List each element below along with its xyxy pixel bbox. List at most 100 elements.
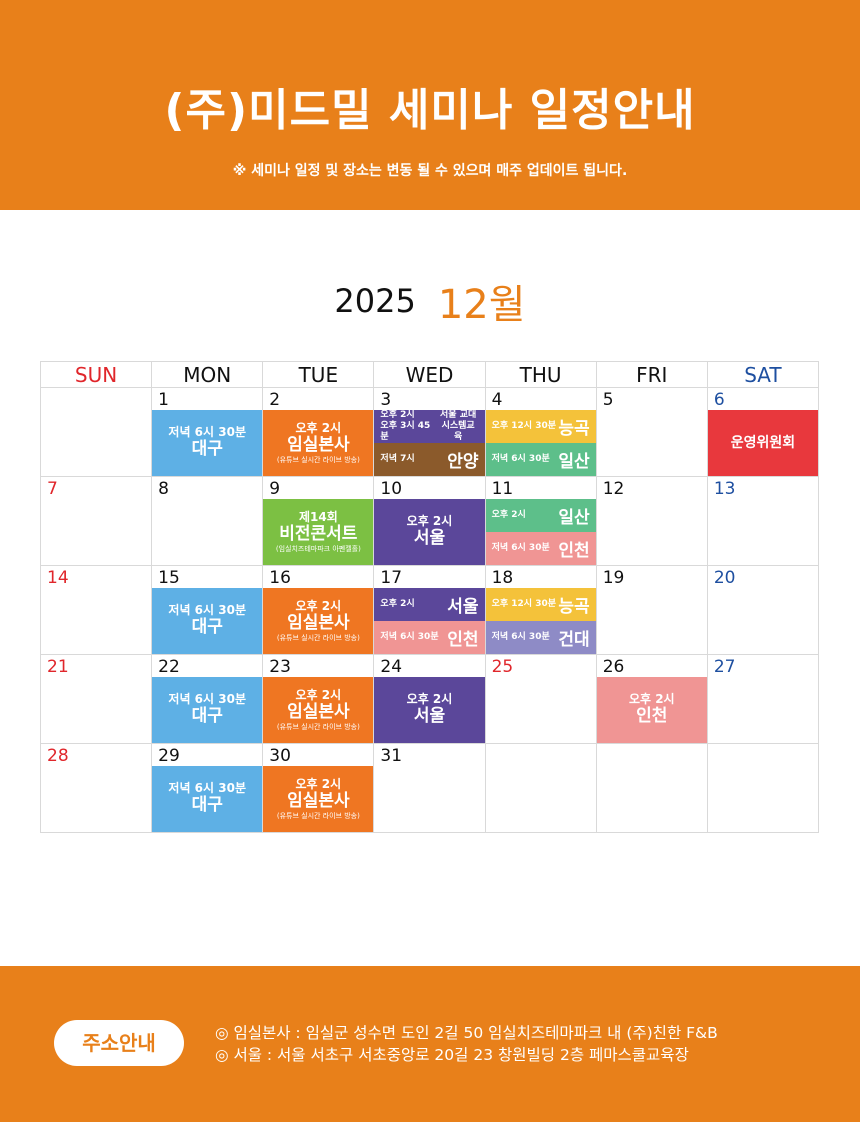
calendar-week: 7 8 9 제14회 비전콘서트 (임실치즈테마파크 아펜젤홀) 10 오후 2시 서울 11 오후… [39, 476, 820, 566]
address-info-button[interactable]: 주소안내 [54, 1020, 184, 1066]
event-block[interactable]: 오후 2시 서울 [374, 677, 485, 743]
calendar-day[interactable]: 6 운영위원회 [706, 387, 820, 477]
address-seoul: ◎ 서울 : 서울 서초구 서초중앙로 20길 23 창원빌딩 2층 페마스쿨교… [215, 1046, 689, 1064]
calendar-day[interactable]: 7 [39, 476, 153, 566]
event-list: 저녁 6시 30분 대구 [152, 410, 263, 476]
calendar-day[interactable]: 8 [151, 476, 264, 566]
calendar-day[interactable]: 18 오후 12시 30분 능곡 저녁 6시 30분 건대 [484, 565, 597, 655]
event-block[interactable]: 오후 2시 오후 3시 45분 서울 교대 시스템교육 [374, 410, 485, 443]
event-block[interactable]: 오후 2시 임실본사 (유튜브 실시간 라이브 방송) [263, 588, 374, 654]
event-block[interactable]: 저녁 7시 안양 [374, 443, 485, 476]
event-block[interactable]: 오후 12시 30분 능곡 [485, 588, 596, 621]
event-block[interactable]: 오후 2시 임실본사 (유튜브 실시간 라이브 방송) [263, 766, 374, 832]
calendar-day[interactable]: 2 오후 2시 임실본사 (유튜브 실시간 라이브 방송) [262, 387, 375, 477]
day-number: 10 [380, 479, 403, 499]
address-list: ◎ 임실본사 : 임실군 성수면 도인 2길 50 임실치즈테마파크 내 (주)… [215, 1022, 718, 1066]
calendar-day[interactable]: 24 오후 2시 서울 [373, 654, 486, 744]
event-time: 오후 12시 30분 [491, 421, 556, 432]
event-time: 오후 2시 [295, 688, 342, 703]
event-block[interactable]: 운영위원회 [707, 410, 818, 476]
event-block[interactable]: 오후 2시 인천 [596, 677, 707, 743]
weekday-header-sat: SAT [706, 361, 820, 388]
event-location: 서울 [413, 528, 446, 549]
calendar-day[interactable]: 28 [39, 743, 153, 833]
event-time: 저녁 6시 30분 [491, 632, 550, 643]
calendar-day[interactable]: 10 오후 2시 서울 [373, 476, 486, 566]
event-time: 오후 2시 [406, 514, 453, 529]
calendar-day[interactable]: 14 [39, 565, 153, 655]
event-block[interactable]: 저녁 6시 30분 건대 [485, 621, 596, 654]
event-list: 오후 2시 서울 저녁 6시 30분 인천 [374, 588, 485, 654]
event-block[interactable]: 저녁 6시 30분 대구 [152, 766, 263, 832]
calendar-day[interactable]: 17 오후 2시 서울 저녁 6시 30분 인천 [373, 565, 486, 655]
calendar-day[interactable]: 23 오후 2시 임실본사 (유튜브 실시간 라이브 방송) [262, 654, 375, 744]
day-number [708, 744, 818, 766]
event-block[interactable]: 저녁 6시 30분 대구 [152, 588, 263, 654]
event-block[interactable]: 오후 2시 임실본사 (유튜브 실시간 라이브 방송) [263, 677, 374, 743]
calendar-day[interactable]: 26 오후 2시 인천 [595, 654, 708, 744]
event-time: 오후 2시 [295, 599, 342, 614]
event-block[interactable]: 저녁 6시 30분 인천 [374, 621, 485, 654]
calendar-day[interactable]: 16 오후 2시 임실본사 (유튜브 실시간 라이브 방송) [262, 565, 375, 655]
event-time: 오후 3시 45분 [380, 421, 431, 442]
event-list: 제14회 비전콘서트 (임실치즈테마파크 아펜젤홀) [263, 499, 374, 565]
calendar-day[interactable]: 4 오후 12시 30분 능곡 저녁 6시 30분 일산 [484, 387, 597, 477]
month-label: 12월 [437, 282, 526, 328]
day-number: 19 [602, 568, 625, 588]
event-block[interactable]: 오후 2시 임실본사 (유튜브 실시간 라이브 방송) [263, 410, 374, 476]
event-block[interactable]: 저녁 6시 30분 대구 [152, 410, 263, 476]
calendar-day[interactable]: 13 [706, 476, 820, 566]
calendar-day[interactable]: 27 [706, 654, 820, 744]
event-block[interactable]: 저녁 6시 30분 일산 [485, 443, 596, 476]
calendar-day[interactable]: 11 오후 2시 일산 저녁 6시 30분 인천 [484, 476, 597, 566]
event-places: 서울 교대 시스템교육 [438, 410, 479, 442]
day-number: 2 [269, 390, 281, 410]
calendar-day[interactable] [595, 743, 708, 833]
day-number [41, 388, 151, 410]
calendar-day[interactable]: 19 [595, 565, 708, 655]
calendar-day[interactable] [706, 743, 820, 833]
event-list: 오후 2시 임실본사 (유튜브 실시간 라이브 방송) [263, 410, 374, 476]
day-number: 26 [602, 657, 625, 677]
event-list: 오후 12시 30분 능곡 저녁 6시 30분 일산 [485, 410, 596, 476]
event-list: 오후 2시 일산 저녁 6시 30분 인천 [485, 499, 596, 565]
event-location: 임실본사 [287, 435, 350, 456]
event-time: 오후 2시 [406, 692, 453, 707]
event-block[interactable]: 제14회 비전콘서트 (임실치즈테마파크 아펜젤홀) [263, 499, 374, 565]
day-number: 29 [158, 746, 180, 766]
event-block[interactable]: 저녁 6시 30분 인천 [485, 532, 596, 565]
calendar-day[interactable]: 1 저녁 6시 30분 대구 [151, 387, 264, 477]
calendar-day[interactable]: 15 저녁 6시 30분 대구 [151, 565, 264, 655]
event-location: 인천 [636, 706, 668, 727]
calendar-day[interactable]: 3 오후 2시 오후 3시 45분 서울 교대 시스템교육 저녁 7시 안양 [373, 387, 486, 477]
calendar-day[interactable] [39, 387, 153, 477]
calendar-day[interactable]: 22 저녁 6시 30분 대구 [151, 654, 264, 744]
calendar-day[interactable]: 29 저녁 6시 30분 대구 [151, 743, 264, 833]
event-time: 저녁 6시 30분 [168, 425, 246, 440]
event-note: (유튜브 실시간 라이브 방송) [276, 811, 360, 820]
event-block[interactable]: 오후 2시 서울 [374, 588, 485, 621]
event-list: 오후 2시 임실본사 (유튜브 실시간 라이브 방송) [263, 588, 374, 654]
calendar-day[interactable]: 31 [373, 743, 486, 833]
event-block[interactable]: 오후 2시 서울 [374, 499, 485, 565]
calendar-day[interactable]: 25 [484, 654, 597, 744]
calendar-day[interactable] [484, 743, 597, 833]
event-block[interactable]: 저녁 6시 30분 대구 [152, 677, 263, 743]
calendar-day[interactable]: 9 제14회 비전콘서트 (임실치즈테마파크 아펜젤홀) [262, 476, 375, 566]
event-location: 비전콘서트 [279, 524, 358, 545]
event-block[interactable]: 오후 2시 일산 [485, 499, 596, 532]
event-block[interactable]: 오후 12시 30분 능곡 [485, 410, 596, 443]
event-times: 오후 2시 오후 3시 45분 [380, 410, 437, 442]
event-list: 오후 2시 임실본사 (유튜브 실시간 라이브 방송) [263, 677, 374, 743]
day-number: 13 [713, 479, 736, 499]
calendar-day[interactable]: 21 [39, 654, 153, 744]
calendar-day[interactable]: 20 [706, 565, 820, 655]
calendar-day[interactable]: 5 [595, 387, 708, 477]
address-hq: ◎ 임실본사 : 임실군 성수면 도인 2길 50 임실치즈테마파크 내 (주)… [215, 1024, 718, 1042]
calendar-day[interactable]: 12 [595, 476, 708, 566]
calendar-day[interactable]: 30 오후 2시 임실본사 (유튜브 실시간 라이브 방송) [262, 743, 375, 833]
weekday-header-mon: MON [151, 361, 264, 388]
event-location: 대구 [191, 617, 223, 638]
event-note: (유튜브 실시간 라이브 방송) [276, 633, 360, 642]
event-time: 오후 2시 [628, 692, 675, 707]
